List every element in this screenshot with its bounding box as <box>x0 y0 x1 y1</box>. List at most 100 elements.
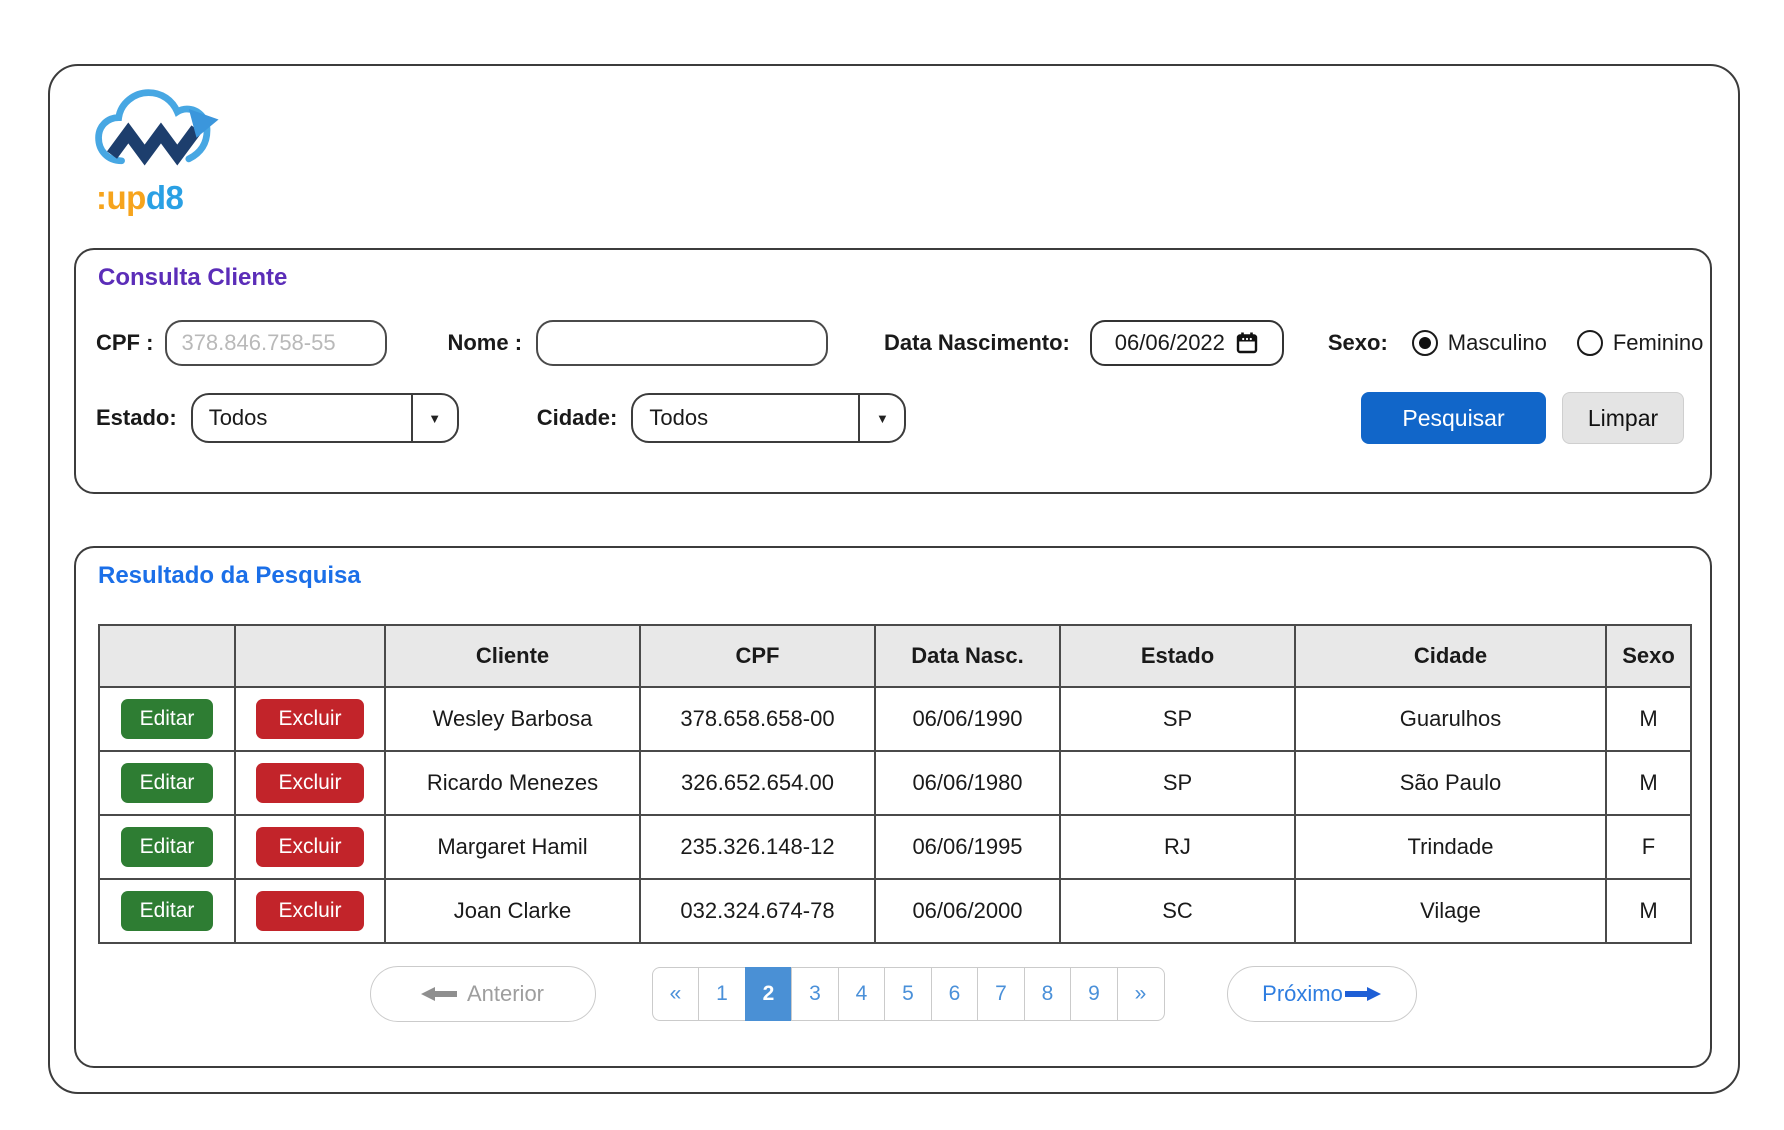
radio-feminino-circle[interactable] <box>1576 330 1603 356</box>
col-header-cidade: Cidade <box>1294 624 1607 688</box>
table-row: Editar Excluir Wesley Barbosa 378.658.65… <box>98 686 1692 752</box>
cloud-arrow-icon <box>95 89 219 166</box>
editar-button[interactable]: Editar <box>121 891 213 931</box>
logo-text-up: :up <box>96 179 146 216</box>
page-list: « 1 2 3 4 5 6 7 8 9 » <box>651 967 1165 1021</box>
radio-masculino-circle[interactable] <box>1411 330 1438 356</box>
radio-masculino[interactable]: Masculino <box>1411 330 1547 356</box>
date-value: 06/06/2022 <box>1114 330 1225 355</box>
col-header-cliente: Cliente <box>384 624 641 688</box>
estado-cell: SP <box>1059 686 1296 752</box>
estado-cell: RJ <box>1059 814 1296 880</box>
data-nasc-cell: 06/06/1990 <box>874 686 1061 752</box>
page-7[interactable]: 7 <box>977 967 1025 1021</box>
cpf-input[interactable] <box>165 320 388 366</box>
excluir-button[interactable]: Excluir <box>256 763 364 803</box>
data-nascimento-input[interactable]: 06/06/2022 <box>1089 320 1284 366</box>
cidade-cell: Trindade <box>1294 814 1607 880</box>
editar-button[interactable]: Editar <box>121 763 213 803</box>
nome-label: Nome : <box>447 330 523 355</box>
excluir-button[interactable]: Excluir <box>256 699 364 739</box>
cliente-cell: Wesley Barbosa <box>384 686 641 752</box>
cidade-select[interactable]: Todos ▼ <box>631 393 907 443</box>
sexo-cell: M <box>1605 878 1692 944</box>
edit-cell: Editar <box>98 686 236 752</box>
select-divider <box>410 395 413 441</box>
cidade-cell: São Paulo <box>1294 750 1607 816</box>
cliente-cell: Joan Clarke <box>384 878 641 944</box>
page-2-active[interactable]: 2 <box>744 967 793 1021</box>
excluir-button[interactable]: Excluir <box>256 827 364 867</box>
radio-masculino-label: Masculino <box>1447 330 1547 355</box>
table-row: Editar Excluir Joan Clarke 032.324.674-7… <box>98 878 1692 944</box>
search-panel-title: Consulta Cliente <box>98 264 288 291</box>
page-5[interactable]: 5 <box>884 967 932 1021</box>
upd8-logo: :upd8 <box>90 84 250 217</box>
data-nasc-cell: 06/06/1995 <box>874 814 1061 880</box>
delete-cell: Excluir <box>234 814 386 880</box>
search-fields-row-2: Estado: Todos ▼ Cidade: Todos ▼ Pesquisa… <box>76 392 1710 444</box>
data-nasc-cell: 06/06/1980 <box>874 750 1061 816</box>
proximo-label: Próximo <box>1262 981 1343 1006</box>
logo-text-d8: d8 <box>145 179 184 216</box>
editar-button[interactable]: Editar <box>121 699 213 739</box>
editar-button[interactable]: Editar <box>121 827 213 867</box>
page-3[interactable]: 3 <box>791 967 839 1021</box>
cidade-select-value: Todos <box>649 405 709 430</box>
page-8[interactable]: 8 <box>1023 967 1072 1021</box>
page-last[interactable]: » <box>1116 967 1165 1021</box>
right-arrow-icon <box>1344 987 1381 1001</box>
chevron-down-icon[interactable]: ▼ <box>875 410 889 426</box>
delete-cell: Excluir <box>234 686 386 752</box>
col-header-data-nasc: Data Nasc. <box>874 624 1061 688</box>
radio-feminino[interactable]: Feminino <box>1576 330 1703 356</box>
table-row: Editar Excluir Ricardo Menezes 326.652.6… <box>98 750 1692 816</box>
resultado-pesquisa-panel: Resultado da Pesquisa Cliente CPF Data N… <box>74 546 1712 1068</box>
cidade-cell: Guarulhos <box>1294 686 1607 752</box>
page-first[interactable]: « <box>651 967 700 1021</box>
estado-select[interactable]: Todos ▼ <box>190 393 459 443</box>
pesquisar-button[interactable]: Pesquisar <box>1361 392 1546 444</box>
cliente-cell: Ricardo Menezes <box>384 750 641 816</box>
sexo-cell: F <box>1605 814 1692 880</box>
page-1[interactable]: 1 <box>698 967 746 1021</box>
pagination: Anterior « 1 2 3 4 5 6 7 8 9 » Próximo <box>76 966 1710 1022</box>
search-fields-row-1: CPF : Nome : Data Nascimento: 06/06/2022… <box>76 320 1710 366</box>
edit-cell: Editar <box>98 878 236 944</box>
col-header-edit <box>98 624 236 688</box>
excluir-button[interactable]: Excluir <box>256 891 364 931</box>
col-header-estado: Estado <box>1059 624 1296 688</box>
cidade-cell: Vilage <box>1294 878 1607 944</box>
page-4[interactable]: 4 <box>837 967 886 1021</box>
cpf-cell: 032.324.674-78 <box>639 878 876 944</box>
cpf-cell: 326.652.654.00 <box>639 750 876 816</box>
cliente-cell: Margaret Hamil <box>384 814 641 880</box>
results-table: Cliente CPF Data Nasc. Estado Cidade Sex… <box>98 624 1692 944</box>
delete-cell: Excluir <box>234 878 386 944</box>
proximo-button[interactable]: Próximo <box>1226 966 1417 1022</box>
estado-cell: SC <box>1059 878 1296 944</box>
table-header-row: Cliente CPF Data Nasc. Estado Cidade Sex… <box>98 624 1692 688</box>
edit-cell: Editar <box>98 750 236 816</box>
chevron-down-icon[interactable]: ▼ <box>428 410 442 426</box>
page-9[interactable]: 9 <box>1070 967 1118 1021</box>
sexo-label: Sexo: <box>1327 330 1388 355</box>
page-6[interactable]: 6 <box>930 967 979 1021</box>
cpf-label: CPF : <box>96 330 154 355</box>
cpf-cell: 235.326.148-12 <box>639 814 876 880</box>
col-header-sexo: Sexo <box>1605 624 1692 688</box>
cidade-label: Cidade: <box>536 405 618 430</box>
col-header-delete <box>234 624 386 688</box>
data-nasc-cell: 06/06/2000 <box>874 878 1061 944</box>
estado-cell: SP <box>1059 750 1296 816</box>
app-window: :upd8 Consulta Cliente CPF : Nome : Data… <box>48 64 1740 1094</box>
delete-cell: Excluir <box>234 750 386 816</box>
table-row: Editar Excluir Margaret Hamil 235.326.14… <box>98 814 1692 880</box>
consulta-cliente-panel: Consulta Cliente CPF : Nome : Data Nasci… <box>74 248 1712 494</box>
limpar-button[interactable]: Limpar <box>1562 392 1684 444</box>
col-header-cpf: CPF <box>639 624 876 688</box>
sexo-cell: M <box>1605 686 1692 752</box>
calendar-icon <box>1236 332 1258 354</box>
anterior-button[interactable]: Anterior <box>369 966 596 1022</box>
nome-input[interactable] <box>536 320 829 366</box>
